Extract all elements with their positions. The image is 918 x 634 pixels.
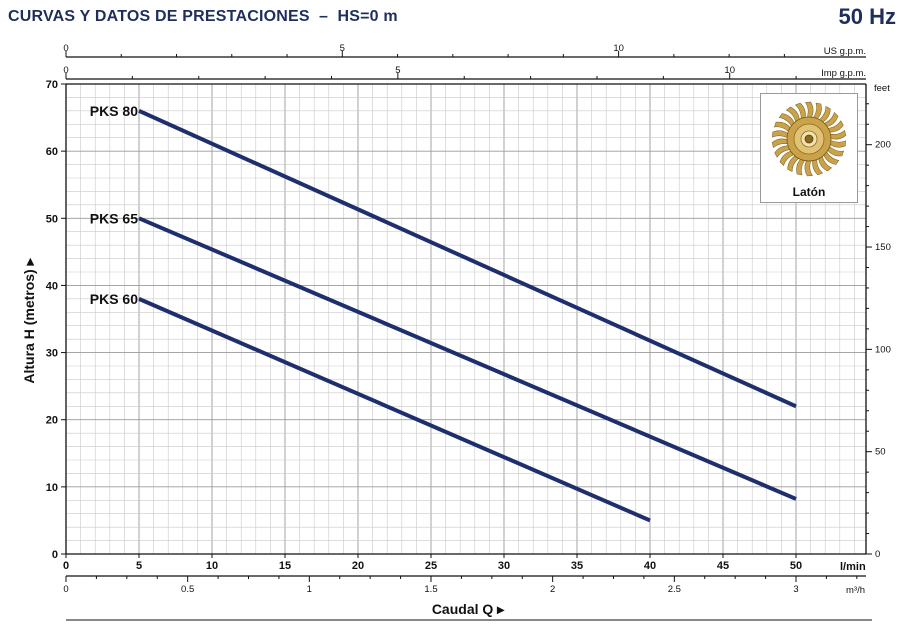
- x-tick-label: 30: [498, 560, 510, 572]
- frequency-label: 50 Hz: [838, 4, 896, 29]
- feet-tick-label: 50: [875, 447, 886, 458]
- m3h-tick-label: 0.5: [181, 584, 194, 595]
- x-axis-title: Caudal Q ▸: [432, 601, 505, 617]
- y-tick-label: 20: [46, 415, 58, 427]
- x-tick-label: 20: [352, 560, 364, 572]
- series-line-pks-80: [138, 109, 797, 409]
- series-label: PKS 60: [90, 291, 138, 307]
- brass-impeller-icon: [771, 101, 847, 177]
- y-tick-label: 60: [46, 146, 58, 158]
- usgpm-tick-label: 0: [63, 43, 68, 54]
- y-tick-label: 50: [46, 213, 58, 225]
- usgpm-tick-label: 5: [340, 43, 345, 54]
- impgpm-tick-label: 10: [724, 65, 735, 76]
- series-line-pks-65: [138, 216, 797, 501]
- y-tick-label: 10: [46, 482, 58, 494]
- y-tick-label: 40: [46, 280, 58, 292]
- impgpm-unit-label: Imp g.p.m.: [821, 68, 866, 79]
- m3h-tick-label: 2.5: [668, 584, 681, 595]
- feet-tick-label: 150: [875, 242, 891, 253]
- impeller-hub: [804, 134, 814, 144]
- x-tick-label: 25: [425, 560, 437, 572]
- x-tick-label: 5: [136, 560, 142, 572]
- usgpm-unit-label: US g.p.m.: [824, 46, 866, 57]
- y-tick-label: 0: [52, 549, 58, 561]
- series-line-pks-60: [138, 297, 651, 523]
- x-tick-label: 35: [571, 560, 583, 572]
- m3h-tick-label: 0: [63, 584, 68, 595]
- impgpm-tick-label: 0: [63, 65, 68, 76]
- y-tick-label: 70: [46, 79, 58, 91]
- impeller-inset: Latón: [760, 93, 858, 203]
- m3h-tick-label: 1: [307, 584, 312, 595]
- chart-title: CURVAS Y DATOS DE PRESTACIONES – HS=0 m: [8, 8, 398, 25]
- m3h-unit-label: m³/h: [846, 585, 865, 596]
- y-tick-label: 30: [46, 348, 58, 360]
- feet-tick-label: 100: [875, 344, 891, 355]
- x-tick-label: 45: [717, 560, 729, 572]
- series-label: PKS 65: [90, 210, 138, 226]
- x-tick-label: 10: [206, 560, 218, 572]
- m3h-tick-label: 1.5: [424, 584, 437, 595]
- x-tick-label: 0: [63, 560, 69, 572]
- x-unit-label: l/min: [840, 561, 866, 573]
- impgpm-tick-label: 5: [395, 65, 400, 76]
- x-tick-label: 40: [644, 560, 656, 572]
- impeller-label: Latón: [792, 185, 826, 199]
- m3h-tick-label: 2: [550, 584, 555, 595]
- series-label: PKS 80: [90, 103, 138, 119]
- y-axis-title: Altura H (metros) ▸: [21, 257, 37, 383]
- feet-tick-label: 200: [875, 140, 891, 151]
- m3h-tick-label: 3: [793, 584, 798, 595]
- x-tick-label: 50: [790, 560, 802, 572]
- usgpm-tick-label: 10: [613, 43, 624, 54]
- x-tick-label: 15: [279, 560, 291, 572]
- feet-tick-label: 0: [875, 549, 880, 560]
- feet-unit-label: feet: [874, 83, 890, 94]
